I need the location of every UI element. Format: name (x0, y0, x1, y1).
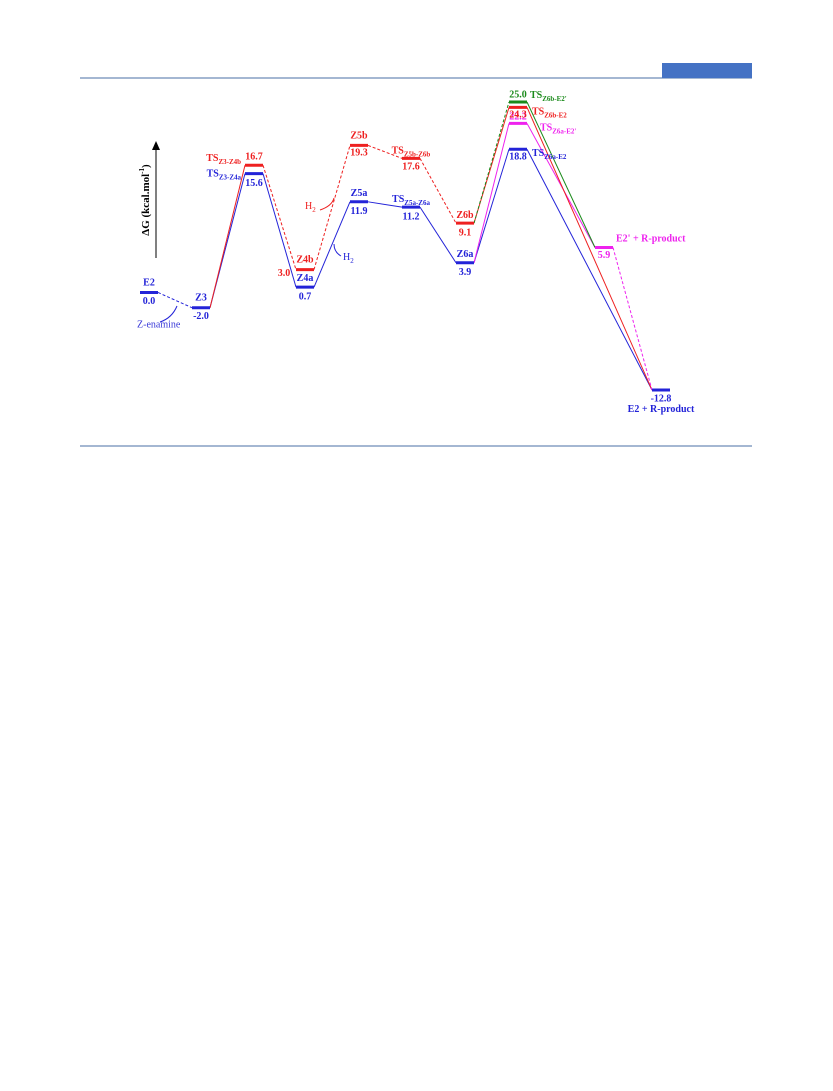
value-label: 24.3 (509, 110, 527, 121)
edge (473, 123, 510, 263)
state-name: Z5a (351, 188, 368, 199)
edge (262, 173, 297, 288)
edge (526, 149, 653, 391)
value-label: 0.7 (299, 291, 312, 302)
state-name: TS (532, 149, 545, 160)
value-label: 16.7 (245, 152, 263, 163)
h2-text: H (343, 252, 350, 263)
value-label: 11.2 (403, 211, 420, 222)
edge (313, 201, 351, 288)
state-label: Z5b (350, 131, 368, 142)
state-label: Z3 (195, 293, 207, 304)
annotation-arrow (333, 243, 342, 257)
state-label: TSZ6b-E2 (532, 107, 567, 119)
state-label: E2 (143, 278, 155, 289)
state-label: TSZ6b-E2' (530, 90, 567, 102)
edge (419, 158, 457, 224)
edge (473, 101, 510, 224)
axis-label: ΔG (kcal.mol-1) (138, 164, 152, 236)
annotation-arrow (319, 197, 335, 211)
edge (526, 107, 653, 391)
state-sub: Z5a-Z6a (404, 199, 430, 207)
edge (157, 292, 193, 309)
axis-label-text: ΔG (kcal.mol (140, 174, 152, 236)
edge (419, 206, 457, 264)
state-sub: Z6a-E2' (552, 127, 576, 135)
value-label: -12.8 (651, 393, 672, 404)
state-label: E2' + R-product (616, 234, 686, 245)
state-name: TS (392, 194, 405, 205)
state-sub: Z6b-E2 (544, 111, 567, 119)
edge (209, 165, 246, 308)
state-name: Z3 (195, 293, 207, 304)
state-name: E2 + R-product (628, 404, 695, 415)
axis-arrowhead (152, 141, 160, 150)
state-name: Z6a (457, 249, 474, 260)
value-label: 3.9 (459, 267, 472, 278)
state-sub: Z3-Z4a (219, 173, 242, 181)
state-label: TSZ5a-Z6a (392, 194, 430, 206)
edge (262, 165, 297, 270)
state-label: TSZ3-Z4a (207, 169, 242, 181)
value-label: 0.0 (143, 296, 156, 307)
value-label: 22.2 (509, 112, 527, 123)
state-name: TS (540, 123, 553, 134)
state-label: TSZ3-Z4b (206, 154, 241, 166)
state-name: TS (530, 90, 543, 101)
annotation: Z-enamine (137, 319, 181, 330)
annotation-arrow (159, 305, 178, 323)
state-label: E2 + R-product (628, 404, 695, 415)
state-sub: Z3-Z4b (218, 158, 241, 166)
h2-sub: 2 (312, 206, 316, 214)
value-label: 5.9 (598, 250, 611, 261)
value-label: 3.0 (278, 268, 291, 279)
state-sub: Z6a-E2 (544, 153, 567, 161)
value-label: -2.0 (193, 311, 209, 322)
value-label: 25.0 (509, 89, 527, 100)
edge (367, 144, 403, 159)
value-label: 11.9 (351, 206, 368, 217)
state-label: Z4b (296, 255, 314, 266)
axis-label-tail: ) (140, 164, 152, 168)
state-name: TS (392, 146, 405, 157)
state-name: TS (207, 169, 220, 180)
edge (473, 149, 510, 263)
value-label: 18.8 (509, 152, 527, 163)
axis-label-sup: -1 (138, 167, 146, 173)
annotation: H2 (305, 201, 316, 213)
h2-sub: 2 (350, 257, 354, 265)
state-name: Z6b (456, 210, 474, 221)
state-name: TS (532, 107, 545, 118)
annotation: H2 (343, 252, 354, 264)
state-label: Z4a (297, 273, 314, 284)
state-sub: Z5b-Z6b (404, 150, 431, 158)
value-label: 9.1 (459, 227, 472, 238)
edge (313, 145, 351, 270)
state-name: TS (206, 154, 219, 165)
value-label: 19.3 (350, 148, 368, 159)
state-name: Z4b (296, 255, 314, 266)
state-name: Z4a (297, 273, 314, 284)
state-name: Z5b (350, 131, 368, 142)
state-name: E2 (143, 278, 155, 289)
state-label: Z6b (456, 210, 474, 221)
state-name: E2' + R-product (616, 234, 686, 245)
state-label: Z6a (457, 249, 474, 260)
edge (526, 101, 596, 248)
state-label: TSZ5b-Z6b (392, 146, 431, 158)
edge (367, 201, 403, 208)
state-sub: Z6b-E2' (542, 95, 567, 103)
state-label: Z5a (351, 188, 368, 199)
header-box (662, 63, 752, 78)
state-label: TSZ6a-E2' (540, 123, 576, 135)
h2-text: H (305, 201, 312, 212)
value-label: 17.6 (402, 162, 420, 173)
value-label: 15.6 (245, 178, 263, 189)
edge (612, 247, 653, 391)
state-label: TSZ6a-E2 (532, 149, 567, 161)
